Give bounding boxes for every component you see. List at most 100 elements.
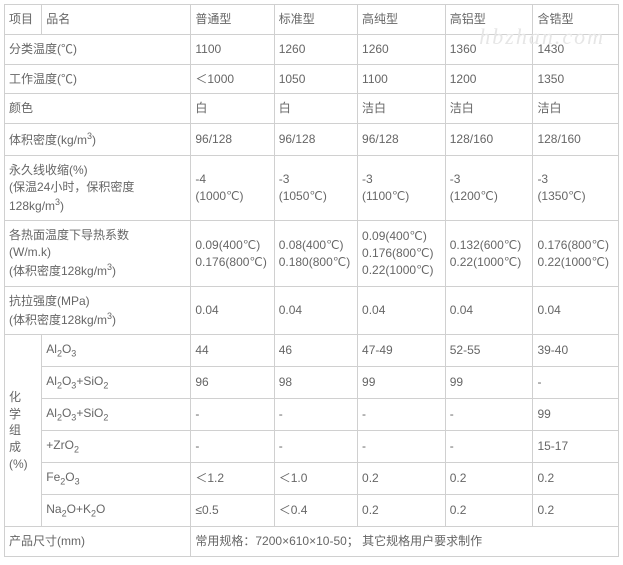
table-cell: ＜0.4 [274, 495, 357, 527]
table-row: Na2O+K2O≤0.5＜0.40.20.20.2 [5, 495, 619, 527]
table-cell: 各热面温度下导热系数(W/m.k)(体积密度128kg/m3) [5, 221, 191, 286]
table-cell: ≤0.5 [191, 495, 274, 527]
table-cell: - [191, 431, 274, 463]
table-cell: 46 [274, 335, 357, 367]
table-cell: ＜1.0 [274, 463, 357, 495]
table-cell: 1200 [445, 64, 533, 94]
table-cell: 0.09(400℃)0.176(800℃) [191, 221, 274, 286]
table-cell: - [274, 399, 357, 431]
table-row: +ZrO2----15-17 [5, 431, 619, 463]
table-cell: 永久线收缩(%)(保温24小时，保积密度128kg/m3) [5, 155, 191, 220]
table-cell: 128/160 [533, 124, 619, 156]
table-cell: - [445, 399, 533, 431]
table-row: 抗拉强度(MPa)(体积密度128kg/m3)0.040.040.040.040… [5, 286, 619, 335]
table-row: 体积密度(kg/m3)96/12896/12896/128128/160128/… [5, 124, 619, 156]
table-cell: 项目 [5, 5, 42, 35]
table-cell: 0.176(800℃)0.22(1000℃) [533, 221, 619, 286]
table-cell: 普通型 [191, 5, 274, 35]
table-cell: 颜色 [5, 94, 191, 124]
table-cell: 99 [445, 367, 533, 399]
table-body: 项目品名普通型标准型高纯型高铝型含锆型分类温度(℃)11001260126013… [5, 5, 619, 557]
spec-table: 项目品名普通型标准型高纯型高铝型含锆型分类温度(℃)11001260126013… [4, 4, 619, 557]
table-cell: - [191, 399, 274, 431]
table-row: Al2O3+SiO2----99 [5, 399, 619, 431]
table-row: 项目品名普通型标准型高纯型高铝型含锆型 [5, 5, 619, 35]
table-cell: 0.04 [445, 286, 533, 335]
table-cell: - [274, 431, 357, 463]
table-row: 各热面温度下导热系数(W/m.k)(体积密度128kg/m3)0.09(400℃… [5, 221, 619, 286]
table-cell: 52-55 [445, 335, 533, 367]
table-cell: 96/128 [191, 124, 274, 156]
table-cell: 39-40 [533, 335, 619, 367]
table-cell: ＜1000 [191, 64, 274, 94]
table-cell: 98 [274, 367, 357, 399]
table-cell: 99 [358, 367, 446, 399]
table-cell: 1100 [191, 34, 274, 64]
table-cell: 0.08(400℃)0.180(800℃) [274, 221, 357, 286]
table-cell: 洁白 [358, 94, 446, 124]
table-cell: 15-17 [533, 431, 619, 463]
table-cell: -3(1200℃) [445, 155, 533, 220]
table-cell: 0.2 [445, 463, 533, 495]
table-cell: Al2O3+SiO2 [42, 399, 191, 431]
table-cell: 高纯型 [358, 5, 446, 35]
table-cell: 洁白 [533, 94, 619, 124]
table-cell: -3(1350℃) [533, 155, 619, 220]
table-cell: 白 [274, 94, 357, 124]
table-row: Al2O3+SiO296989999- [5, 367, 619, 399]
table-cell: - [445, 431, 533, 463]
table-cell: 1050 [274, 64, 357, 94]
table-cell: 0.04 [533, 286, 619, 335]
table-cell: 含锆型 [533, 5, 619, 35]
table-cell: Fe2O3 [42, 463, 191, 495]
table-cell: 常用规格：7200×610×10-50； 其它规格用户要求制作 [191, 527, 619, 557]
table-cell: 体积密度(kg/m3) [5, 124, 191, 156]
table-cell: ＜1.2 [191, 463, 274, 495]
table-cell: 1350 [533, 64, 619, 94]
table-row: 工作温度(℃)＜10001050110012001350 [5, 64, 619, 94]
table-cell: Al2O3+SiO2 [42, 367, 191, 399]
table-cell: 化学组成(%) [5, 335, 42, 527]
table-cell: 品名 [42, 5, 191, 35]
table-cell: 分类温度(℃) [5, 34, 191, 64]
table-row: 产品尺寸(mm)常用规格：7200×610×10-50； 其它规格用户要求制作 [5, 527, 619, 557]
table-cell: 抗拉强度(MPa)(体积密度128kg/m3) [5, 286, 191, 335]
table-cell: 44 [191, 335, 274, 367]
table-cell: - [358, 431, 446, 463]
table-cell: 0.2 [445, 495, 533, 527]
table-cell: 白 [191, 94, 274, 124]
table-row: 化学组成(%)Al2O3444647-4952-5539-40 [5, 335, 619, 367]
table-row: 颜色白白洁白洁白洁白 [5, 94, 619, 124]
table-cell: 0.2 [533, 463, 619, 495]
table-cell: -4(1000℃) [191, 155, 274, 220]
table-cell: 产品尺寸(mm) [5, 527, 191, 557]
table-cell: -3(1100℃) [358, 155, 446, 220]
table-cell: 0.09(400℃)0.176(800℃)0.22(1000℃) [358, 221, 446, 286]
table-cell: 1260 [274, 34, 357, 64]
table-cell: 标准型 [274, 5, 357, 35]
table-cell: - [358, 399, 446, 431]
table-cell: 工作温度(℃) [5, 64, 191, 94]
table-cell: 高铝型 [445, 5, 533, 35]
table-cell: 47-49 [358, 335, 446, 367]
table-cell: 99 [533, 399, 619, 431]
table-cell: 1430 [533, 34, 619, 64]
table-cell: 1260 [358, 34, 446, 64]
table-cell: Al2O3 [42, 335, 191, 367]
table-cell: 96 [191, 367, 274, 399]
table-cell: Na2O+K2O [42, 495, 191, 527]
table-cell: 0.2 [358, 495, 446, 527]
table-cell: 1360 [445, 34, 533, 64]
table-cell: 0.2 [358, 463, 446, 495]
table-row: 分类温度(℃)11001260126013601430 [5, 34, 619, 64]
table-cell: 0.132(600℃)0.22(1000℃) [445, 221, 533, 286]
table-cell: 96/128 [358, 124, 446, 156]
table-cell: +ZrO2 [42, 431, 191, 463]
table-row: Fe2O3＜1.2＜1.00.20.20.2 [5, 463, 619, 495]
table-cell: 0.2 [533, 495, 619, 527]
table-cell: 96/128 [274, 124, 357, 156]
table-cell: 0.04 [191, 286, 274, 335]
table-cell: - [533, 367, 619, 399]
table-cell: -3(1050℃) [274, 155, 357, 220]
table-cell: 128/160 [445, 124, 533, 156]
